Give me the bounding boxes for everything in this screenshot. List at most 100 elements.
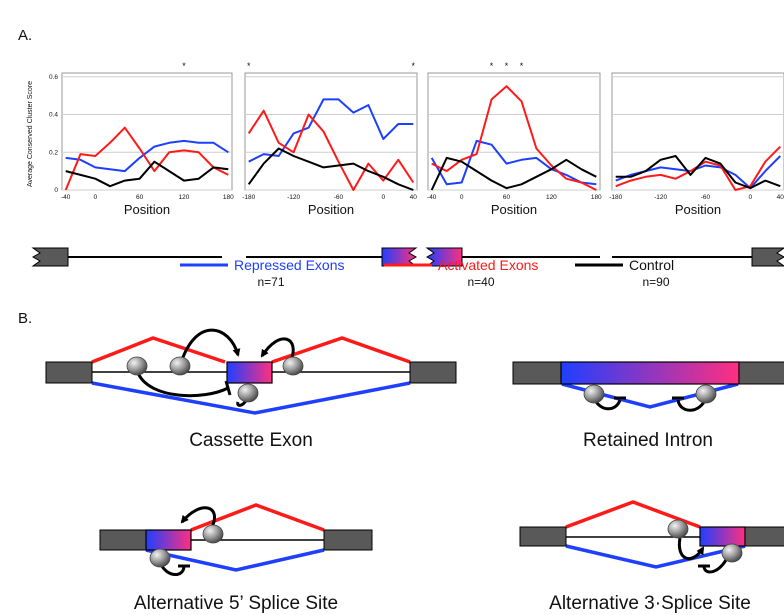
repressed-splice-path bbox=[91, 381, 411, 415]
retained-intron-diagram: Retained Intron bbox=[512, 361, 784, 451]
x-tick-label: -40 bbox=[61, 194, 71, 201]
series-line-control bbox=[247, 147, 414, 191]
y-tick-label: 0.4 bbox=[49, 112, 58, 119]
activated-splice-path bbox=[91, 336, 226, 364]
panel-a-label: A. bbox=[18, 27, 32, 44]
x-tick-label: 180 bbox=[591, 194, 602, 201]
alternative-exon-extension bbox=[145, 529, 192, 551]
cassette-exon-diagram: Cassette Exon bbox=[45, 328, 457, 451]
x-tick-label: 0 bbox=[460, 194, 464, 201]
regulation-arrow bbox=[180, 506, 216, 528]
repression-bar bbox=[224, 380, 232, 396]
significance-marker: * bbox=[490, 61, 494, 71]
regulator-protein-icon bbox=[583, 384, 605, 404]
plot-4: -180 -120 -60 0 40 Position bbox=[609, 72, 784, 217]
plot-frame bbox=[611, 72, 784, 191]
x-tick-label: -60 bbox=[334, 194, 344, 201]
regulator-protein-icon bbox=[202, 524, 224, 544]
legend-count-activated: n=40 bbox=[467, 275, 494, 289]
x-axis-label: Position bbox=[491, 202, 537, 217]
repressed-splice-path bbox=[145, 548, 325, 572]
series-line-control bbox=[65, 160, 229, 188]
significance-marker: * bbox=[412, 61, 416, 71]
x-tick-label: 40 bbox=[410, 194, 418, 201]
retained-intron bbox=[560, 361, 740, 385]
upstream-exon-icon bbox=[31, 247, 69, 267]
significance-marker: * bbox=[182, 61, 186, 71]
x-tick-label: -40 bbox=[427, 194, 437, 201]
diagram-title-retained: Retained Intron bbox=[583, 430, 713, 451]
diagram-title-cassette: Cassette Exon bbox=[189, 430, 313, 451]
regulation-arrow bbox=[260, 337, 295, 361]
x-tick-label: 60 bbox=[503, 194, 511, 201]
regulator-protein-icon bbox=[149, 548, 171, 568]
series-line-repressed bbox=[248, 98, 414, 163]
repressed-splice-path bbox=[565, 544, 746, 569]
alternative-exon bbox=[226, 361, 273, 384]
constitutive-exon-right bbox=[744, 526, 784, 547]
x-tick-label: -60 bbox=[701, 194, 711, 201]
x-tick-label: -180 bbox=[609, 194, 622, 201]
legend: Repressed Exons n=71 Activated Exons n=4… bbox=[180, 257, 674, 289]
legend-label-activated: Activated Exons bbox=[438, 257, 538, 273]
diagram-title-alt3: Alternative 3·Splice Site bbox=[549, 593, 751, 614]
y-axis-label: Average Conserved Cluster Score bbox=[27, 81, 34, 187]
significance-marker: * bbox=[247, 61, 251, 71]
y-tick-label: 0 bbox=[54, 187, 58, 194]
regulator-protein-icon bbox=[695, 384, 717, 404]
x-tick-label: -120 bbox=[654, 194, 667, 201]
repression-arc bbox=[136, 372, 229, 398]
constitutive-exon-left bbox=[519, 526, 567, 547]
x-tick-label: -180 bbox=[242, 194, 255, 201]
significance-marker: * bbox=[520, 61, 524, 71]
y-tick-label: 0.2 bbox=[49, 149, 58, 156]
series-line-control bbox=[430, 156, 597, 191]
legend-label-control: Control bbox=[629, 257, 674, 273]
alt3-splice-diagram: Alternative 3·Splice Site bbox=[519, 500, 784, 614]
significance-marker: * bbox=[505, 61, 509, 71]
legend-label-repressed: Repressed Exons bbox=[234, 257, 345, 273]
x-tick-label: 0 bbox=[382, 194, 386, 201]
plot-frame bbox=[427, 72, 601, 191]
alternative-exon-icon bbox=[381, 247, 418, 267]
alternative-exon-extension bbox=[699, 526, 746, 547]
x-tick-label: 40 bbox=[777, 194, 784, 201]
legend-count-control: n=90 bbox=[642, 275, 669, 289]
constitutive-exon-left bbox=[512, 361, 562, 385]
panel-b-label: B. bbox=[18, 310, 32, 327]
x-axis-label: Position bbox=[675, 202, 721, 217]
regulator-protein-icon bbox=[126, 356, 148, 376]
regulator-protein-icon bbox=[282, 356, 304, 376]
regulator-protein-icon bbox=[721, 543, 743, 563]
plot-2: -180 -120 -60 0 40 Position * * bbox=[242, 61, 418, 217]
x-tick-label: 120 bbox=[179, 194, 190, 201]
diagram-title-alt5: Alternative 5’ Splice Site bbox=[134, 593, 338, 614]
constitutive-exon-right bbox=[409, 361, 457, 384]
x-axis-label: Position bbox=[308, 202, 354, 217]
plot-3: -40 0 60 120 180 Position * * * bbox=[427, 61, 602, 217]
series-line-control bbox=[615, 155, 781, 190]
regulation-arrow bbox=[677, 537, 705, 561]
x-tick-label: 180 bbox=[223, 194, 234, 201]
x-tick-label: 60 bbox=[136, 194, 144, 201]
series-line-repressed bbox=[65, 139, 229, 173]
regulator-protein-icon bbox=[169, 356, 191, 376]
activated-splice-path bbox=[565, 500, 701, 529]
legend-count-repressed: n=71 bbox=[257, 275, 284, 289]
constitutive-exon-right bbox=[323, 529, 373, 551]
regulation-arrow bbox=[178, 328, 241, 367]
x-tick-label: 0 bbox=[93, 194, 97, 201]
alt5-splice-diagram: Alternative 5’ Splice Site bbox=[99, 503, 373, 614]
constitutive-exon-left bbox=[99, 529, 147, 551]
activated-splice-path bbox=[271, 336, 411, 364]
constitutive-exon-left bbox=[45, 361, 93, 384]
regulator-protein-icon bbox=[237, 383, 259, 403]
regulator-protein-icon bbox=[667, 519, 689, 539]
x-tick-label: 120 bbox=[546, 194, 557, 201]
series-line-repressed bbox=[430, 139, 597, 186]
x-tick-label: -120 bbox=[287, 194, 300, 201]
y-tick-label: 0.6 bbox=[49, 74, 58, 81]
